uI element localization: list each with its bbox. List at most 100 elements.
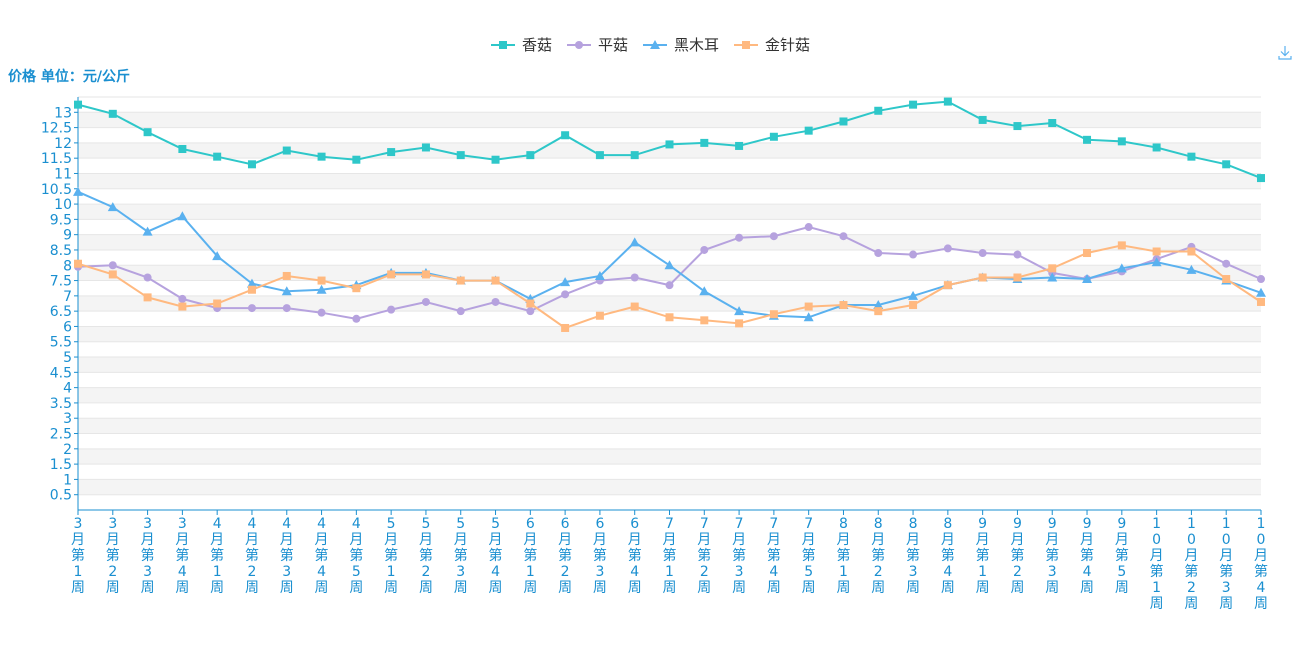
x-tick-label: 1 0 月第 1 周 — [1150, 516, 1164, 612]
legend-item[interactable]: 香菇 — [490, 34, 552, 55]
legend-item[interactable]: 黑木耳 — [642, 34, 719, 55]
grid-band — [78, 295, 1261, 312]
legend-symbol-icon — [734, 40, 759, 49]
data-point — [282, 304, 291, 313]
grid-band — [78, 142, 1261, 159]
data-point — [699, 286, 710, 296]
data-point — [525, 293, 536, 303]
data-point — [74, 100, 82, 109]
data-point — [1117, 241, 1126, 250]
data-point — [247, 160, 256, 169]
x-tick-label: 6 月第 3 周 — [593, 516, 607, 596]
data-point — [317, 276, 326, 285]
data-point — [943, 97, 952, 106]
series-1 — [74, 97, 1265, 183]
data-point — [942, 280, 953, 290]
data-point — [1152, 247, 1161, 256]
data-point — [700, 245, 709, 254]
y-tick-label: 9 — [63, 228, 72, 244]
legend: 香菇 平菇 黑木耳 金针菇 — [0, 34, 1300, 55]
y-tick-label: 4 — [63, 381, 72, 397]
legend-symbol-icon — [566, 40, 591, 49]
series-2 — [74, 223, 1265, 323]
legend-item[interactable]: 金针菇 — [733, 34, 810, 55]
x-tick-label: 9 月第 3 周 — [1045, 516, 1059, 596]
x-tick-label: 5 月第 4 周 — [489, 516, 503, 596]
y-tick-label: 2 — [63, 442, 72, 458]
series-line — [77, 100, 1262, 180]
x-tick-label: 9 月第 2 周 — [1010, 516, 1024, 596]
y-tick-labels: 0.511.522.533.544.555.566.577.588.599.51… — [41, 105, 78, 504]
data-point — [1221, 275, 1232, 285]
y-tick-label: 13 — [54, 105, 72, 121]
data-point — [1048, 119, 1057, 128]
data-point — [978, 273, 987, 282]
y-tick-label: 8 — [63, 258, 72, 274]
legend-item[interactable]: 平菇 — [566, 34, 628, 55]
data-point — [665, 281, 674, 290]
x-tick-label: 1 0 月第 3 周 — [1219, 516, 1233, 612]
data-point — [387, 305, 396, 314]
data-point — [108, 261, 117, 270]
data-point — [804, 126, 813, 135]
data-point — [1222, 259, 1231, 268]
data-point — [839, 117, 848, 126]
y-tick-label: 5.5 — [50, 335, 72, 351]
data-point — [630, 302, 639, 311]
data-point — [735, 233, 744, 242]
data-point — [874, 307, 883, 316]
data-point — [178, 294, 187, 303]
data-point — [943, 281, 952, 290]
y-tick-label: 12 — [54, 136, 72, 152]
data-point — [247, 304, 256, 313]
grid-band — [78, 173, 1261, 189]
data-point — [456, 151, 465, 160]
x-tick-label: 3 月第 1 周 — [71, 516, 85, 596]
data-point — [1047, 272, 1058, 282]
legend-symbol-icon — [643, 39, 667, 49]
grid-band — [78, 234, 1261, 250]
y-tick-label: 6.5 — [50, 304, 72, 320]
data-point — [909, 250, 918, 259]
y-tick-label: 5 — [63, 350, 72, 366]
y-tick-label: 12.5 — [41, 121, 72, 137]
data-point — [421, 143, 430, 152]
x-tick-label: 3 月第 3 周 — [141, 516, 155, 596]
y-tick-label: 1 — [63, 472, 72, 488]
data-point — [177, 211, 188, 221]
x-tick-label: 8 月第 2 周 — [871, 516, 885, 596]
data-point — [1187, 152, 1196, 161]
y-tick-label: 7 — [63, 289, 72, 305]
x-tick-labels: 3 月第 1 周 3 月第 2 周 3 月第 3 周 3 月第 4 周 4 月第 1 周 4 月第 2 周 4 月第 3 周 4 月第 4 周… — [71, 510, 1268, 612]
data-point — [768, 310, 779, 320]
data-point — [143, 128, 152, 137]
data-point — [281, 286, 292, 296]
data-point — [143, 273, 152, 282]
data-point — [526, 299, 535, 308]
data-point — [909, 100, 918, 109]
data-point — [143, 293, 152, 302]
data-point — [1187, 242, 1196, 251]
data-point — [213, 304, 222, 313]
x-tick-label: 5 月第 3 周 — [454, 516, 468, 596]
data-point — [1152, 143, 1161, 152]
data-point — [282, 146, 291, 155]
data-point — [74, 262, 82, 271]
legend-marker — [650, 39, 660, 49]
x-tick-label: 5 月第 1 周 — [384, 516, 398, 596]
series-line — [77, 244, 1262, 330]
data-point — [212, 251, 223, 261]
data-point — [213, 299, 222, 308]
data-point — [874, 249, 883, 258]
x-tick-label: 3 月第 4 周 — [175, 516, 189, 596]
legend-marker — [574, 40, 583, 49]
data-point — [142, 226, 153, 236]
x-tick-label: 7 月第 4 周 — [767, 516, 781, 596]
data-point — [700, 316, 709, 325]
x-tick-label: 9 月第 4 周 — [1080, 516, 1094, 596]
download-icon[interactable] — [1276, 44, 1294, 62]
data-point — [387, 148, 396, 157]
grid-band — [78, 387, 1261, 403]
grid-band — [78, 448, 1261, 465]
